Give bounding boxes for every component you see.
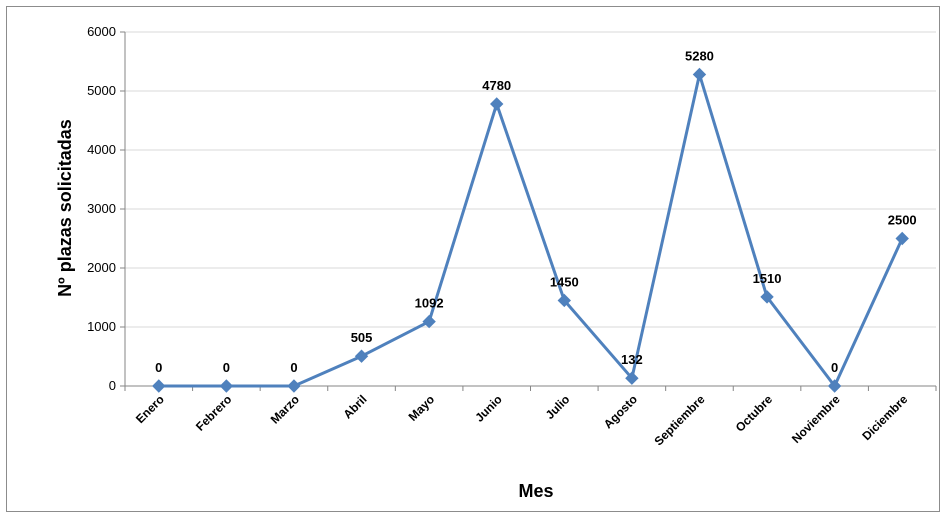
x-tick-label: Marzo bbox=[268, 392, 302, 426]
data-point-marker bbox=[219, 379, 234, 393]
data-point-marker bbox=[557, 293, 571, 308]
x-tick-label: Junio bbox=[472, 392, 505, 425]
y-axis-ticks: 0 1000 2000 3000 4000 5000 6000 bbox=[87, 24, 125, 393]
data-point-marker bbox=[422, 314, 436, 329]
data-point-marker bbox=[895, 231, 909, 246]
data-point-marker bbox=[827, 379, 842, 393]
data-label: 5280 bbox=[685, 48, 714, 63]
gridlines bbox=[125, 31, 936, 328]
x-tick-label: Diciembre bbox=[859, 392, 910, 443]
data-point-marker bbox=[490, 97, 504, 111]
x-tick-label: Septiembre bbox=[651, 392, 707, 448]
data-label: 505 bbox=[351, 330, 373, 345]
data-point-marker bbox=[152, 379, 166, 393]
data-label: 1450 bbox=[550, 274, 579, 289]
data-label: 132 bbox=[621, 352, 643, 367]
data-label: 0 bbox=[831, 360, 838, 375]
x-axis-ticks: Enero Febrero Marzo Abril Mayo Junio Julio Agos… bbox=[124, 386, 937, 448]
data-label: 1092 bbox=[415, 296, 444, 311]
x-tick-label: Octubre bbox=[733, 392, 776, 435]
series-group bbox=[152, 67, 909, 393]
x-axis-title: Mes bbox=[518, 481, 553, 501]
data-point-marker bbox=[692, 67, 707, 82]
data-label: 2500 bbox=[888, 213, 917, 228]
x-tick-label: Agosto bbox=[601, 392, 640, 431]
y-tick-label: 4000 bbox=[87, 142, 116, 157]
data-label: 0 bbox=[290, 360, 297, 375]
series-line bbox=[158, 73, 904, 388]
x-tick-label: Abril bbox=[340, 392, 369, 421]
y-tick-label: 3000 bbox=[87, 201, 116, 216]
data-point-marker bbox=[625, 371, 639, 385]
data-labels: 0 0 0 505 1092 4780 1450 132 5280 1510 0 2500 bbox=[155, 48, 916, 375]
data-point-marker bbox=[760, 290, 774, 304]
data-point-marker bbox=[354, 349, 369, 363]
y-axis-title: Nº plazas solicitadas bbox=[55, 119, 75, 297]
data-label: 0 bbox=[155, 360, 162, 375]
data-point-marker bbox=[287, 379, 301, 393]
x-tick-label: Febrero bbox=[193, 392, 234, 433]
data-label: 0 bbox=[223, 360, 230, 375]
y-tick-label: 0 bbox=[109, 378, 116, 393]
y-tick-label: 1000 bbox=[87, 319, 116, 334]
x-tick-label: Noviembre bbox=[789, 392, 843, 446]
x-tick-label: Enero bbox=[133, 392, 167, 426]
y-tick-label: 2000 bbox=[87, 260, 116, 275]
x-tick-label: Mayo bbox=[406, 392, 438, 424]
chart-frame bbox=[6, 6, 940, 512]
y-tick-label: 6000 bbox=[87, 24, 116, 39]
x-tick-label: Julio bbox=[543, 392, 573, 422]
data-label: 1510 bbox=[753, 271, 782, 286]
y-tick-label: 5000 bbox=[87, 83, 116, 98]
data-label: 4780 bbox=[482, 78, 511, 93]
